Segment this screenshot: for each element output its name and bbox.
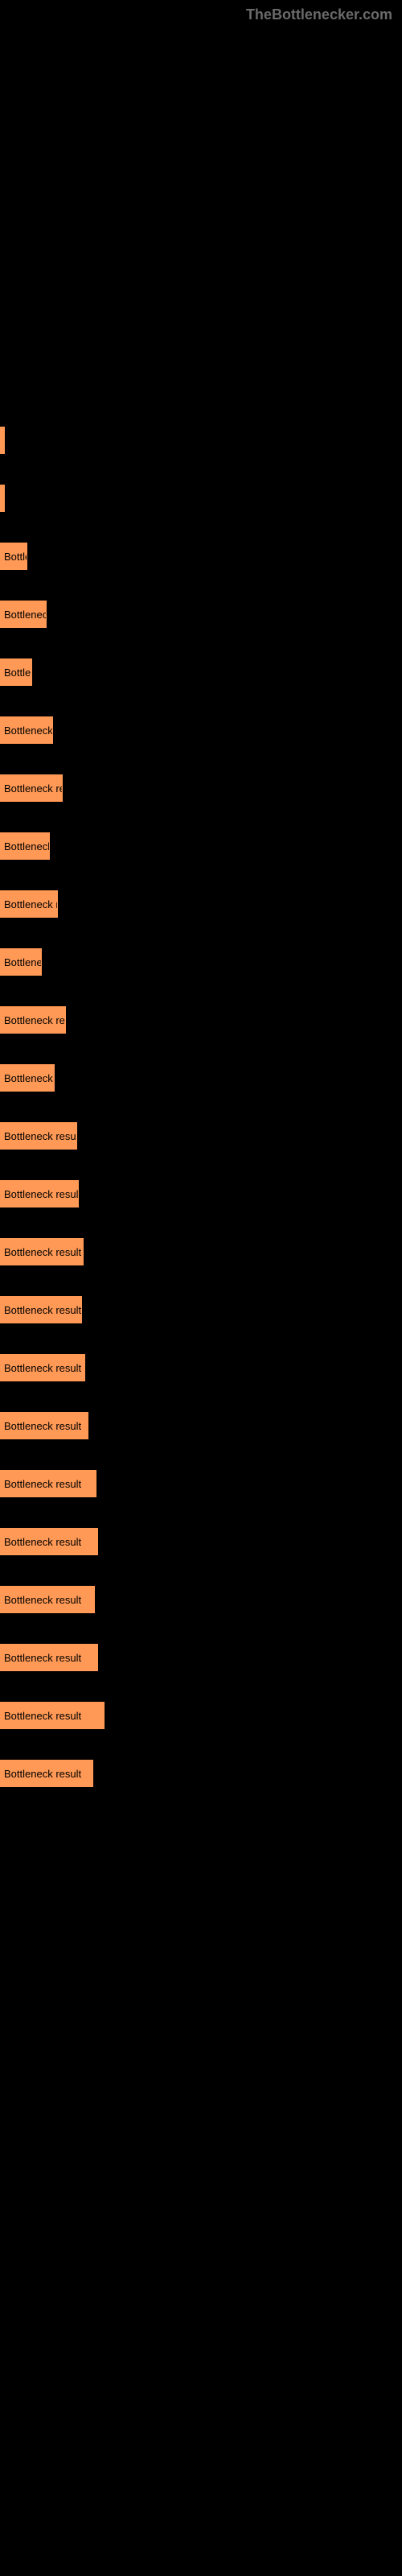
bar-label: Bottle xyxy=(4,551,27,563)
bar-row: Bottleneck result xyxy=(0,1412,402,1439)
bar: Bottleneck result xyxy=(0,1412,88,1439)
bar-row: Bottleneck result xyxy=(0,1528,402,1555)
bar-label: Bottleneck xyxy=(4,609,47,621)
bar-label: Bottleneck result xyxy=(4,1130,77,1142)
bar-label: Bottleneck result xyxy=(4,1710,81,1722)
bar-row: Bottleneck result xyxy=(0,1644,402,1671)
bar-row: Bottleneck result xyxy=(0,1702,402,1729)
bar: Bottleneck result xyxy=(0,1760,93,1787)
bar-label: Bottleneck r xyxy=(4,1072,55,1084)
bar-label: Bottleneck result xyxy=(4,1420,81,1432)
bar-label: Bottleneck result xyxy=(4,1304,81,1316)
bar-row: Bottlenec xyxy=(0,948,402,976)
bar: Bottleneck r xyxy=(0,716,53,744)
bar: Bottleneck r xyxy=(0,1064,55,1092)
bar-row: Bottleneck result xyxy=(0,1760,402,1787)
bar: Bottlenec xyxy=(0,948,42,976)
bar-label: Bottleneck r xyxy=(4,724,53,737)
bar-label: Bottlenec xyxy=(4,956,42,968)
bar-row: Bottleneck r xyxy=(0,716,402,744)
bar-row: Bottleneck re xyxy=(0,890,402,918)
bar-row: Bottleneck r xyxy=(0,1064,402,1092)
bar: Bottleneck result xyxy=(0,1470,96,1497)
bar-label: Bottleneck result xyxy=(4,1478,81,1490)
bar-label: Bottleneck result xyxy=(4,1594,81,1606)
bar-row xyxy=(0,427,402,454)
bar-label: Bottleneck result xyxy=(4,1188,79,1200)
bar-label: Bottleneck result xyxy=(4,1536,81,1548)
bar-row: Bottleneck result xyxy=(0,1354,402,1381)
bar-row: Bottleneck result xyxy=(0,1470,402,1497)
bar-row: Bottle xyxy=(0,543,402,570)
bar-label: Bottleneck re xyxy=(4,898,58,910)
bar-row xyxy=(0,485,402,512)
bar-label: Bottleneck result xyxy=(4,1768,81,1780)
bar-label: Bottleneck res xyxy=(4,782,63,795)
bar-row: Bottleneck result xyxy=(0,1122,402,1150)
bar: Bottleneck res xyxy=(0,774,63,802)
bar: Bottler xyxy=(0,658,32,686)
bar-row: Bottleneck result xyxy=(0,1586,402,1613)
bar: Bottleneck result xyxy=(0,1644,98,1671)
bar-label: Bottleneck result xyxy=(4,1246,81,1258)
bar-chart: Bottle Bottleneck Bottler Bottleneck r Bottl… xyxy=(0,427,402,1787)
bar-row: Bottleneck result xyxy=(0,1296,402,1323)
bar-row: Bottleneck xyxy=(0,601,402,628)
bar: Bottleneck resu xyxy=(0,1006,66,1034)
bar-label: Bottler xyxy=(4,667,32,679)
bar-label: Bottleneck r xyxy=(4,840,50,852)
bar: Bottleneck xyxy=(0,601,47,628)
bar xyxy=(0,427,5,454)
bar-row: Bottleneck result xyxy=(0,1180,402,1208)
watermark-text: TheBottlenecker.com xyxy=(246,6,392,23)
bar-row: Bottleneck resu xyxy=(0,1006,402,1034)
bar: Bottleneck result xyxy=(0,1296,82,1323)
bar-row: Bottleneck result xyxy=(0,1238,402,1265)
bar-label: Bottleneck result xyxy=(4,1362,81,1374)
bar: Bottleneck result xyxy=(0,1702,105,1729)
bar-label: Bottleneck result xyxy=(4,1652,81,1664)
bar: Bottleneck result xyxy=(0,1586,95,1613)
bar: Bottleneck re xyxy=(0,890,58,918)
bar: Bottleneck result xyxy=(0,1238,84,1265)
bar: Bottleneck r xyxy=(0,832,50,860)
bar-row: Bottler xyxy=(0,658,402,686)
bar-row: Bottleneck res xyxy=(0,774,402,802)
bar: Bottleneck result xyxy=(0,1180,79,1208)
bar: Bottleneck result xyxy=(0,1354,85,1381)
bar: Bottle xyxy=(0,543,27,570)
bar: Bottleneck result xyxy=(0,1528,98,1555)
bar-row: Bottleneck r xyxy=(0,832,402,860)
bar xyxy=(0,485,5,512)
bar-label: Bottleneck resu xyxy=(4,1014,66,1026)
bar: Bottleneck result xyxy=(0,1122,77,1150)
